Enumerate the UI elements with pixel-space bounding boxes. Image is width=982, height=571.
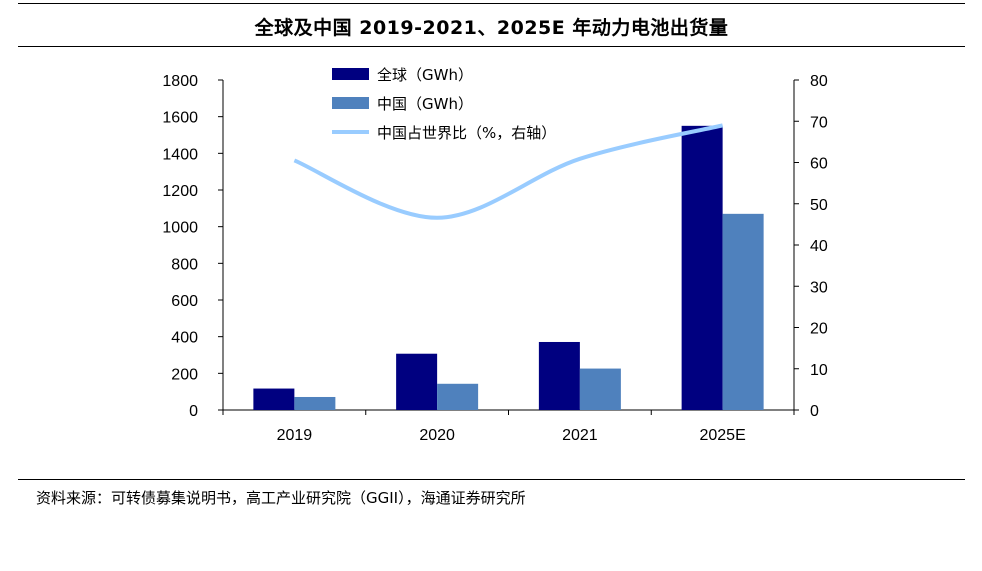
line-china-share [293, 123, 724, 220]
x-tick-label: 2021 [562, 427, 598, 444]
bar-global [538, 341, 580, 410]
legend-label-global: 全球（GWh） [377, 66, 473, 84]
left-tick-label: 400 [171, 330, 198, 347]
left-tick-label: 1200 [162, 183, 198, 200]
right-tick-label: 60 [810, 156, 828, 173]
right-tick-label: 50 [810, 197, 828, 214]
bar-china [722, 213, 764, 410]
bar-china [579, 368, 621, 410]
source-note: 资料来源：可转债募集说明书，高工产业研究院（GGII），海通证券研究所 [36, 489, 526, 507]
left-tick-label: 0 [189, 403, 198, 420]
left-tick-label: 800 [171, 256, 198, 273]
bottom-rule [18, 479, 965, 480]
right-tick-label: 0 [810, 403, 819, 420]
title-rule [18, 46, 965, 47]
left-tick-label: 1400 [162, 146, 198, 163]
left-tick-label: 1600 [162, 110, 198, 127]
x-tick-label: 2020 [419, 427, 455, 444]
bar-china [437, 383, 479, 410]
left-tick-label: 1000 [162, 220, 198, 237]
right-tick-label: 10 [810, 362, 828, 379]
legend-label-share: 中国占世界比（%，右轴） [377, 124, 556, 142]
chart-title: 全球及中国 2019-2021、2025E 年动力电池出货量 [254, 17, 729, 39]
top-rule [18, 3, 965, 4]
left-tick-label: 1800 [162, 73, 198, 90]
left-tick-label: 200 [171, 366, 198, 383]
right-tick-label: 40 [810, 238, 828, 255]
bar-global [253, 388, 295, 410]
bar-global [396, 353, 438, 410]
right-tick-label: 80 [810, 73, 828, 90]
right-tick-label: 20 [810, 321, 828, 338]
left-tick-label: 600 [171, 293, 198, 310]
right-tick-label: 70 [810, 114, 828, 131]
legend-swatch-global [332, 68, 369, 80]
legend-label-china: 中国（GWh） [377, 95, 473, 113]
x-tick-label: 2025E [699, 427, 745, 444]
bar-global [681, 125, 723, 410]
x-tick-label: 2019 [277, 427, 313, 444]
right-tick-label: 30 [810, 279, 828, 296]
bar-china [294, 396, 336, 410]
legend-swatch-china [332, 97, 369, 109]
